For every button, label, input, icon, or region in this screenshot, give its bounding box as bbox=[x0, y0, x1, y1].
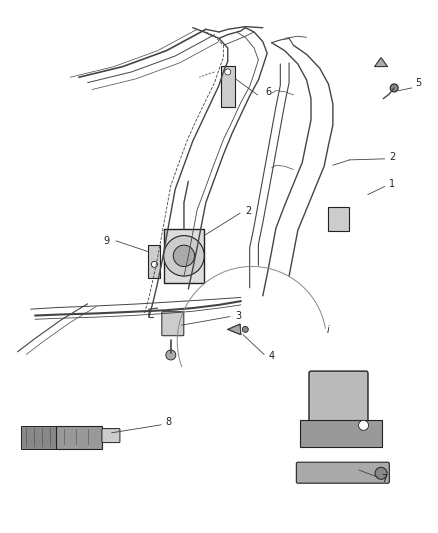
Text: i: i bbox=[326, 326, 329, 335]
FancyBboxPatch shape bbox=[164, 229, 204, 283]
Polygon shape bbox=[228, 324, 241, 335]
FancyBboxPatch shape bbox=[57, 426, 102, 449]
FancyBboxPatch shape bbox=[148, 245, 160, 278]
Text: 2: 2 bbox=[246, 206, 252, 215]
Text: 6: 6 bbox=[265, 87, 271, 96]
Circle shape bbox=[359, 421, 368, 430]
Circle shape bbox=[225, 69, 231, 75]
FancyBboxPatch shape bbox=[328, 207, 349, 231]
FancyBboxPatch shape bbox=[309, 371, 368, 440]
Circle shape bbox=[164, 236, 204, 276]
Text: 2: 2 bbox=[389, 152, 395, 162]
FancyBboxPatch shape bbox=[162, 312, 184, 336]
Circle shape bbox=[390, 84, 398, 92]
Text: 5: 5 bbox=[415, 78, 421, 87]
Text: 7: 7 bbox=[381, 474, 388, 483]
Polygon shape bbox=[374, 58, 388, 67]
Text: 9: 9 bbox=[103, 236, 110, 246]
Circle shape bbox=[173, 245, 194, 266]
Circle shape bbox=[166, 350, 176, 360]
Circle shape bbox=[152, 261, 157, 268]
Text: 1: 1 bbox=[389, 179, 395, 189]
Circle shape bbox=[242, 326, 248, 333]
FancyBboxPatch shape bbox=[221, 66, 235, 107]
FancyBboxPatch shape bbox=[297, 462, 389, 483]
Text: 4: 4 bbox=[268, 351, 275, 361]
Text: 8: 8 bbox=[166, 417, 172, 427]
FancyBboxPatch shape bbox=[102, 429, 120, 442]
Circle shape bbox=[375, 467, 387, 479]
FancyBboxPatch shape bbox=[300, 420, 382, 447]
Text: 3: 3 bbox=[236, 311, 242, 320]
FancyBboxPatch shape bbox=[21, 426, 57, 449]
